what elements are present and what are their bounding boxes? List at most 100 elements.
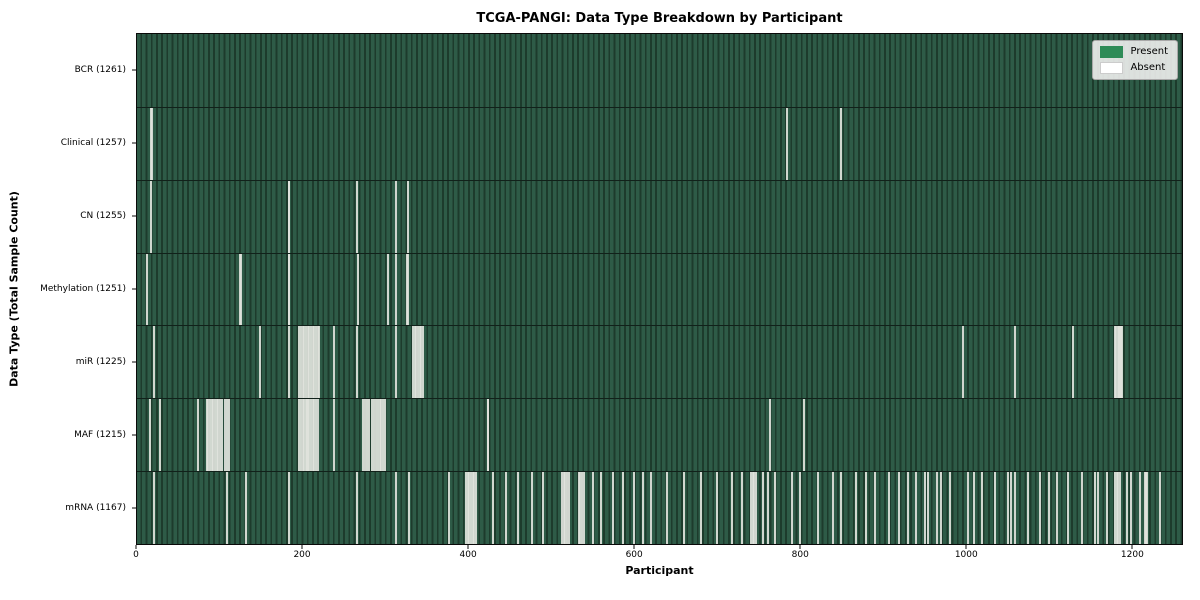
absent-line [395, 326, 398, 399]
absent-line [579, 472, 582, 544]
present-swatch-icon [1100, 46, 1124, 58]
y-tick-label-cn: CN (1255) [80, 210, 126, 221]
absent-line [832, 472, 835, 544]
absent-line [1159, 472, 1162, 544]
absent-line [418, 326, 421, 399]
absent-line [1055, 472, 1058, 544]
absent-line [798, 472, 801, 544]
absent-line [303, 326, 306, 399]
absent-line [420, 326, 423, 399]
absent-line [375, 399, 378, 472]
absent-line [755, 472, 758, 544]
absent-line [218, 399, 221, 472]
absent-line [298, 399, 301, 472]
absent-line [611, 472, 614, 544]
absent-line [967, 472, 970, 544]
absent-line [751, 472, 754, 544]
absent-line [1113, 472, 1116, 544]
absent-line [469, 472, 472, 544]
heatmap-row-cn [137, 179, 1182, 253]
absent-line [159, 399, 162, 472]
heatmap-row-methylation [137, 252, 1182, 326]
absent-line [1010, 472, 1013, 544]
absent-line [310, 326, 313, 399]
absent-line [582, 472, 585, 544]
absent-line [245, 472, 248, 544]
absent-line [1080, 472, 1083, 544]
absent-line [1039, 472, 1042, 544]
absent-line [731, 472, 733, 544]
absent-line [464, 472, 467, 544]
absent-line [1120, 326, 1123, 399]
absent-line [226, 399, 229, 472]
heatmap-row-maf [137, 398, 1182, 472]
absent-line [622, 472, 625, 544]
absent-line [316, 399, 319, 472]
absent-line [740, 472, 743, 544]
absent-line [395, 253, 398, 326]
y-tick-label-mir: miR (1225) [75, 357, 126, 368]
absent-line [803, 399, 806, 472]
absent-line [561, 472, 564, 544]
absent-line [468, 472, 471, 544]
x-axis-title: Participant [625, 564, 694, 577]
absent-line [666, 472, 669, 544]
absent-line [972, 472, 975, 544]
absent-line [682, 472, 685, 544]
absent-line [208, 399, 211, 472]
absent-line [315, 399, 317, 472]
absent-line [370, 399, 373, 472]
absent-line [542, 472, 545, 544]
absent-line [152, 326, 155, 399]
absent-line [316, 326, 319, 399]
absent-line [873, 472, 876, 544]
absent-line [447, 472, 450, 544]
absent-line [383, 399, 386, 472]
absent-line [1126, 472, 1129, 544]
x-tick-mark [633, 545, 635, 549]
absent-line [287, 472, 290, 544]
absent-line [591, 472, 594, 544]
absent-line [492, 472, 495, 544]
absent-line [313, 326, 316, 399]
absent-line [306, 326, 309, 399]
absent-line [310, 399, 313, 472]
plot-area: Present Absent [136, 33, 1183, 545]
absent-line [567, 472, 570, 544]
absent-line [373, 399, 375, 472]
absent-line [1115, 472, 1118, 544]
absent-line [906, 472, 909, 544]
absent-line [421, 326, 424, 399]
legend-entry-absent: Absent [1100, 62, 1168, 74]
absent-line [564, 472, 567, 544]
absent-line [1114, 326, 1117, 399]
legend: Present Absent [1092, 40, 1178, 80]
y-tick-label-clinical: Clinical (1257) [60, 137, 126, 148]
absent-line [382, 399, 385, 472]
absent-line [239, 253, 242, 326]
absent-line [474, 472, 477, 544]
y-tick-label-maf: MAF (1215) [74, 430, 126, 441]
absent-line [287, 326, 290, 399]
absent-line [817, 472, 820, 544]
y-tick-mark [132, 434, 136, 436]
absent-line [301, 399, 304, 472]
absent-line [387, 253, 390, 326]
y-tick-label-mrna: mRNA (1167) [65, 503, 126, 514]
absent-line [1105, 472, 1108, 544]
absent-line [308, 326, 311, 399]
absent-line [210, 399, 213, 472]
heatmap-row-mrna [137, 471, 1182, 544]
absent-line [581, 472, 584, 544]
y-tick-mark [132, 288, 136, 290]
absent-line [318, 326, 321, 399]
absent-line [840, 472, 843, 544]
absent-line [303, 399, 306, 472]
heatmap-row-clinical [137, 106, 1182, 180]
absent-line [415, 326, 418, 399]
absent-line [217, 399, 220, 472]
absent-line [1047, 472, 1050, 544]
absent-line [1146, 472, 1149, 544]
absent-line [1097, 472, 1100, 544]
